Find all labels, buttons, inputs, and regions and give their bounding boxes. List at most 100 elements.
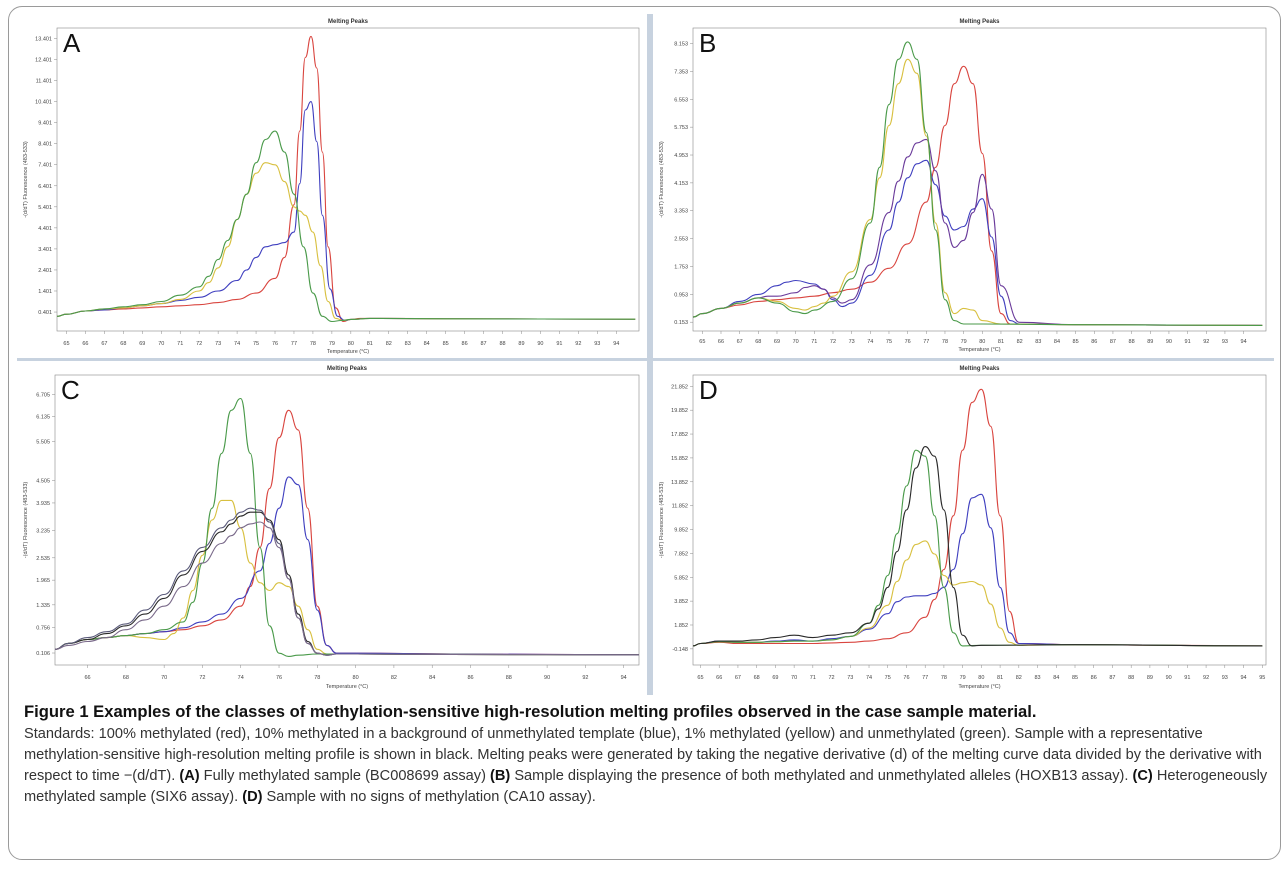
- panel-d-xtick-label: 88: [1128, 675, 1134, 681]
- panel-c-ytick-label: 1.335: [36, 603, 50, 609]
- panel-a-ytick-label: 0.401: [38, 310, 52, 316]
- panel-a-ylabel: -(d/dT) Fluorescence (483-533): [23, 141, 29, 218]
- panel-b-xtick-label: 68: [755, 339, 761, 345]
- panel-d-xtick-label: 76: [903, 675, 909, 681]
- panel-d-ytick-label: 11.852: [672, 504, 688, 510]
- panel-b-ytick-label: 2.553: [674, 237, 688, 243]
- panel-d-series-3-line: [693, 449, 1263, 647]
- panel-b-xtick-label: 85: [1073, 339, 1079, 345]
- panel-a-ytick-label: 7.401: [38, 163, 52, 169]
- panel-b-xtick-label: 74: [867, 339, 873, 345]
- panel-b-xtick-label: 78: [942, 339, 948, 345]
- panel-c-letter: C: [61, 375, 80, 405]
- panel-b-xtick-label: 76: [905, 339, 911, 345]
- panel-d-xtick-label: 94: [1240, 675, 1246, 681]
- panel-c-ytick-label: 3.935: [36, 501, 50, 507]
- panel-d-ytick-label: 19.852: [671, 408, 688, 414]
- panel-b-xtick-label: 70: [793, 339, 799, 345]
- panel-d-xtick-label: 69: [772, 675, 778, 681]
- caption-body: Standards: 100% methylated (red), 10% me…: [24, 726, 1262, 784]
- panel-d-letter: D: [699, 375, 718, 405]
- panel-b-letter: B: [699, 28, 716, 58]
- panel-c-xtick-label: 78: [314, 675, 320, 681]
- panel-c-xlabel: Temperature (°C): [326, 684, 368, 690]
- panel-b-xtick-label: 65: [699, 339, 705, 345]
- panel-c-xtick-label: 74: [238, 675, 244, 681]
- panel-c-ytick-label: 1.965: [36, 578, 50, 584]
- panel-a-xtick-label: 88: [499, 341, 505, 347]
- panel-c-plot-area: [54, 374, 640, 666]
- panel-d-ytick-label: 1.852: [674, 623, 688, 629]
- panel-d-xtick-label: 87: [1109, 675, 1115, 681]
- panel-b-ylabel: -(d/dT) Fluorescence (483-533): [659, 141, 665, 218]
- panel-d-xlabel: Temperature (°C): [958, 684, 1000, 690]
- panel-d-ytick-label: 13.852: [671, 480, 688, 486]
- panel-d-title: Melting Peaks: [959, 366, 1000, 372]
- panel-d-xtick-label: 85: [1072, 675, 1078, 681]
- panel-a-xtick-label: 83: [405, 341, 411, 347]
- panel-d-xtick-label: 72: [829, 675, 835, 681]
- panel-d-xtick-label: 75: [885, 675, 891, 681]
- panel-c-ytick-label: 4.505: [36, 479, 50, 485]
- panel-d-xtick-label: 74: [866, 675, 872, 681]
- panel-a-ytick-label: 1.401: [38, 289, 52, 295]
- panel-d-ytick-label: 7.852: [674, 551, 688, 557]
- panel-c-xtick-label: 68: [123, 675, 129, 681]
- panel-a-xtick-label: 69: [139, 341, 145, 347]
- caption-text-a: Fully methylated sample (BC008699 assay): [203, 768, 486, 784]
- panel-d-ytick-label: 21.852: [671, 384, 688, 390]
- panel-a-xtick-label: 76: [272, 341, 278, 347]
- panel-a-ytick-label: 9.401: [38, 121, 52, 127]
- panel-b-xtick-label: 72: [830, 339, 836, 345]
- panel-b-xtick-label: 80: [979, 339, 985, 345]
- panel-b-title: Melting Peaks: [959, 19, 1000, 25]
- panel-a-title: Melting Peaks: [328, 19, 369, 25]
- panel-b-series-3-line: [693, 58, 1263, 326]
- panel-b-xtick-label: 71: [811, 339, 817, 345]
- panel-c-xtick-label: 94: [621, 675, 627, 681]
- panel-b-xlabel: Temperature (°C): [958, 347, 1000, 353]
- panel-a-ytick-label: 4.401: [38, 226, 52, 232]
- panel-c-xtick-label: 90: [544, 675, 550, 681]
- panel-b-xtick-label: 84: [1054, 339, 1060, 345]
- panel-b-xtick-label: 91: [1185, 339, 1191, 345]
- panel-d-xtick-label: 86: [1091, 675, 1097, 681]
- panel-a-xtick-label: 94: [613, 341, 619, 347]
- panel-a-xtick-label: 91: [556, 341, 562, 347]
- panel-a-ytick-label: 2.401: [38, 268, 52, 274]
- panel-c-ytick-label: 0.756: [36, 626, 50, 632]
- panel-c-xtick-label: 84: [429, 675, 435, 681]
- panel-b-xtick-label: 67: [737, 339, 743, 345]
- panel-d: Melting Peaks D -0.148 1.852 3.852 5.852 7.852…: [653, 361, 1274, 695]
- panel-b-series-4-line: [693, 41, 1263, 326]
- panel-a-xtick-label: 77: [291, 341, 297, 347]
- caption-text-d: Sample with no signs of methylation (CA1…: [266, 789, 596, 805]
- panel-d-xtick-label: 95: [1259, 675, 1265, 681]
- panel-b-xtick-label: 94: [1241, 339, 1247, 345]
- panel-b-xtick-label: 93: [1222, 339, 1228, 345]
- panel-c-xtick-label: 76: [276, 675, 282, 681]
- panel-c-title: Melting Peaks: [327, 366, 368, 372]
- panel-b-xtick-label: 81: [998, 339, 1004, 345]
- caption-title: Figure 1 Examples of the classes of meth…: [24, 702, 1037, 721]
- caption-text-c: Heterogeneously methylated sample (SIX6 …: [24, 768, 1268, 805]
- panel-b-xtick-label: 89: [1147, 339, 1153, 345]
- panel-d-xtick-label: 81: [997, 675, 1003, 681]
- panel-b-ytick-label: 0.953: [674, 292, 688, 298]
- panel-c-ytick-label: 2.535: [36, 556, 50, 562]
- panel-b-ytick-label: 3.353: [674, 209, 688, 215]
- panel-b-xtick-label: 79: [961, 339, 967, 345]
- panel-c-series-3-line: [55, 397, 639, 657]
- panel-d-xtick-label: 90: [1166, 675, 1172, 681]
- panel-a-xtick-label: 92: [575, 341, 581, 347]
- panel-d-xtick-label: 73: [847, 675, 853, 681]
- panel-b-ytick-label: 8.153: [674, 42, 688, 48]
- panel-a-xtick-label: 68: [120, 341, 126, 347]
- panel-c-ytick-label: 6.135: [36, 415, 50, 421]
- panel-c-ytick-label: 6.705: [36, 392, 50, 398]
- panel-b-xtick-label: 73: [849, 339, 855, 345]
- panel-b-ytick-label: 6.553: [674, 97, 688, 103]
- panel-c-xtick-label: 82: [391, 675, 397, 681]
- panel-b-xtick-label: 88: [1129, 339, 1135, 345]
- figure-caption: Figure 1 Examples of the classes of meth…: [24, 701, 1269, 808]
